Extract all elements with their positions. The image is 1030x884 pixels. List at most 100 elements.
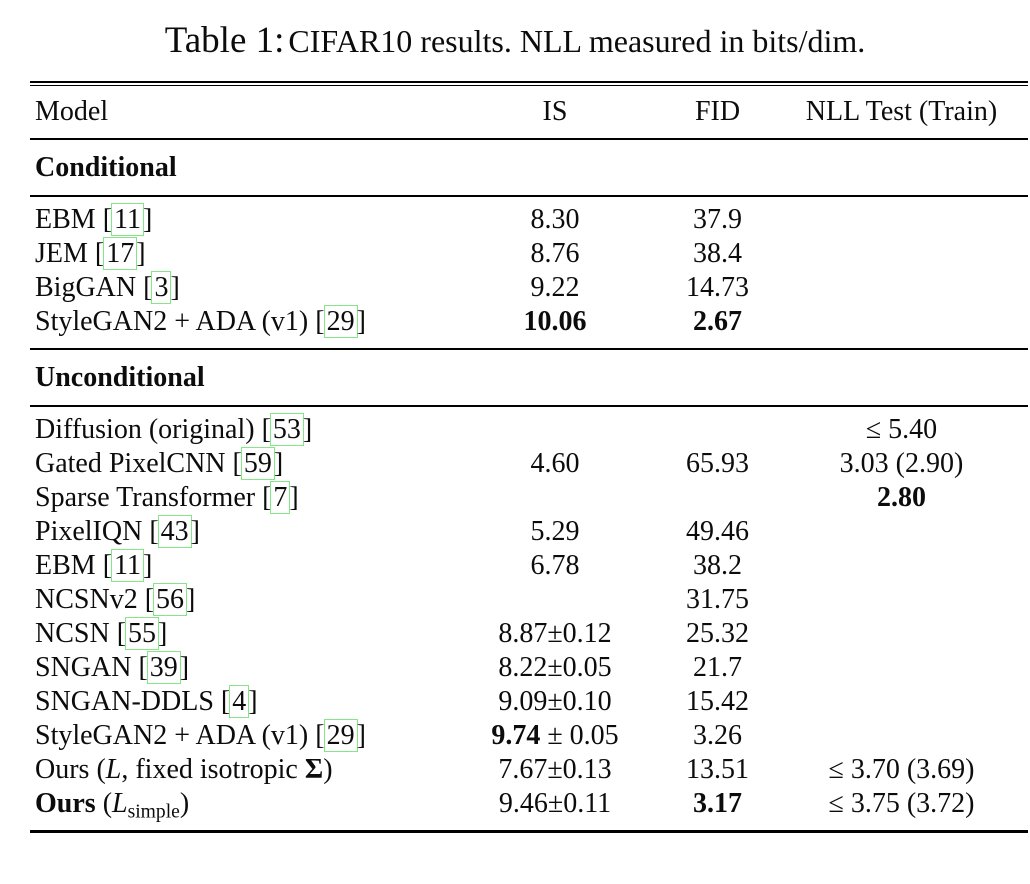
nll-cell (775, 651, 1028, 685)
nll-cell (775, 719, 1028, 753)
model-cell: BigGAN [3] (35, 271, 180, 304)
nll-cell (775, 617, 1028, 651)
citation-link[interactable]: 59 (240, 447, 275, 480)
is-cell (450, 481, 660, 515)
is-cell: 8.76 (530, 238, 580, 269)
model-cell: NCSNv2 [56] (35, 583, 196, 616)
table-row: StyleGAN2 + ADA (v1) [29] 9.74 ± 0.05 3.26 (30, 719, 1028, 753)
is-cell: 10.06 (523, 306, 587, 337)
nll-cell: 3.03 (2.90) (839, 448, 964, 479)
model-cell: Gated PixelCNN [59] (35, 447, 284, 480)
fid-cell: 14.73 (686, 272, 749, 303)
fid-cell: 15.42 (686, 686, 749, 717)
nll-cell (775, 203, 1028, 237)
table-row: Sparse Transformer [7] 2.80 (30, 481, 1028, 515)
is-cell: 9.22 (530, 272, 580, 303)
fid-cell: 38.4 (693, 238, 742, 269)
nll-cell: 2.80 (877, 482, 926, 513)
citation-link[interactable]: 43 (157, 515, 192, 548)
is-cell (450, 583, 660, 617)
fid-cell: 13.51 (686, 754, 749, 785)
column-header-row: Model IS FID NLL Test (Train) (30, 86, 1028, 138)
nll-cell (775, 305, 1028, 339)
is-cell (450, 413, 660, 447)
section-rows: EBM [11] 8.30 37.9 JEM [17] 8.76 38.4 BigGAN [… (30, 197, 1028, 348)
citation-link[interactable]: 55 (125, 617, 160, 650)
citation-link[interactable]: 29 (323, 305, 358, 338)
model-cell: EBM [11] (35, 549, 153, 582)
citation-link[interactable]: 39 (146, 651, 181, 684)
is-cell: 8.22±0.05 (498, 652, 612, 683)
nll-cell: ≤ 3.75 (3.72) (828, 788, 975, 819)
citation-link[interactable]: 53 (269, 413, 304, 446)
col-header-nll: NLL Test (Train) (805, 96, 998, 127)
nll-cell: ≤ 3.70 (3.69) (828, 754, 975, 785)
fid-cell: 3.26 (693, 720, 742, 751)
citation-link[interactable]: 29 (323, 719, 358, 752)
results-table: Model IS FID NLL Test (Train) Conditiona… (30, 81, 1028, 833)
table-row: EBM [11] 8.30 37.9 (30, 203, 1028, 237)
nll-cell (775, 515, 1028, 549)
model-cell: PixelIQN [43] (35, 515, 200, 548)
section-header-unconditional: Unconditional (35, 361, 205, 393)
is-cell: 9.46±0.11 (498, 788, 612, 819)
section-rule (30, 195, 1028, 197)
section-divider-rule (30, 348, 1028, 350)
section-rule (30, 405, 1028, 407)
fid-cell: 2.67 (693, 306, 742, 337)
model-cell: StyleGAN2 + ADA (v1) [29] (35, 305, 366, 338)
fid-cell: 49.46 (686, 516, 749, 547)
table-row: NCSN [55] 8.87±0.12 25.32 (30, 617, 1028, 651)
caption-text: CIFAR10 results. NLL measured in bits/di… (288, 23, 866, 59)
model-cell: JEM [17] (35, 237, 146, 270)
bottom-rule (30, 830, 1028, 833)
nll-cell: ≤ 5.40 (865, 414, 938, 445)
citation-link[interactable]: 4 (229, 685, 250, 718)
model-cell: Diffusion (original) [53] (35, 413, 313, 446)
citation-link[interactable]: 11 (111, 203, 144, 236)
col-header-is: IS (542, 96, 568, 127)
table-row: NCSNv2 [56] 31.75 (30, 583, 1028, 617)
table-row: StyleGAN2 + ADA (v1) [29] 10.06 2.67 (30, 305, 1028, 339)
fid-cell: 38.2 (693, 550, 742, 581)
fid-cell: 25.32 (686, 618, 749, 649)
citation-link[interactable]: 17 (103, 237, 138, 270)
table-row: PixelIQN [43] 5.29 49.46 (30, 515, 1028, 549)
model-cell: NCSN [55] (35, 617, 168, 650)
model-cell: SNGAN-DDLS [4] (35, 685, 258, 718)
table-row: Ours (L, fixed isotropic Σ) 7.67±0.13 13.5… (30, 753, 1028, 787)
fid-cell: 21.7 (693, 652, 742, 683)
citation-link[interactable]: 3 (151, 271, 172, 304)
fid-cell (660, 481, 775, 515)
citation-link[interactable]: 56 (153, 583, 188, 616)
fid-cell: 37.9 (693, 204, 742, 235)
table-row: SNGAN [39] 8.22±0.05 21.7 (30, 651, 1028, 685)
table-row: SNGAN-DDLS [4] 9.09±0.10 15.42 (30, 685, 1028, 719)
model-cell: EBM [11] (35, 203, 153, 236)
table-row: Diffusion (original) [53] ≤ 5.40 (30, 413, 1028, 447)
is-cell: 8.30 (530, 204, 580, 235)
citation-link[interactable]: 7 (270, 481, 291, 514)
col-header-model: Model (35, 96, 109, 127)
table-row: Gated PixelCNN [59] 4.60 65.93 3.03 (2.90) (30, 447, 1028, 481)
table-row: EBM [11] 6.78 38.2 (30, 549, 1028, 583)
section-rows: Diffusion (original) [53] ≤ 5.40 Gated Pix… (30, 407, 1028, 830)
is-cell: 6.78 (530, 550, 580, 581)
nll-cell (775, 271, 1028, 305)
is-cell: 9.09±0.10 (498, 686, 612, 717)
fid-cell: 65.93 (686, 448, 749, 479)
model-cell: Sparse Transformer [7] (35, 481, 299, 514)
top-rule (30, 81, 1028, 86)
is-cell: 8.87±0.12 (498, 618, 612, 649)
nll-cell (775, 685, 1028, 719)
citation-link[interactable]: 11 (111, 549, 144, 582)
header-rule (30, 138, 1028, 140)
model-cell: Ours (L, fixed isotropic Σ) (35, 754, 333, 785)
model-cell: StyleGAN2 + ADA (v1) [29] (35, 719, 366, 752)
model-cell: SNGAN [39] (35, 651, 190, 684)
table-row: BigGAN [3] 9.22 14.73 (30, 271, 1028, 305)
is-cell: 5.29 (530, 516, 580, 547)
col-header-fid: FID (694, 96, 741, 127)
is-cell: 9.74 ± 0.05 (491, 720, 619, 751)
fid-cell: 3.17 (693, 788, 742, 819)
